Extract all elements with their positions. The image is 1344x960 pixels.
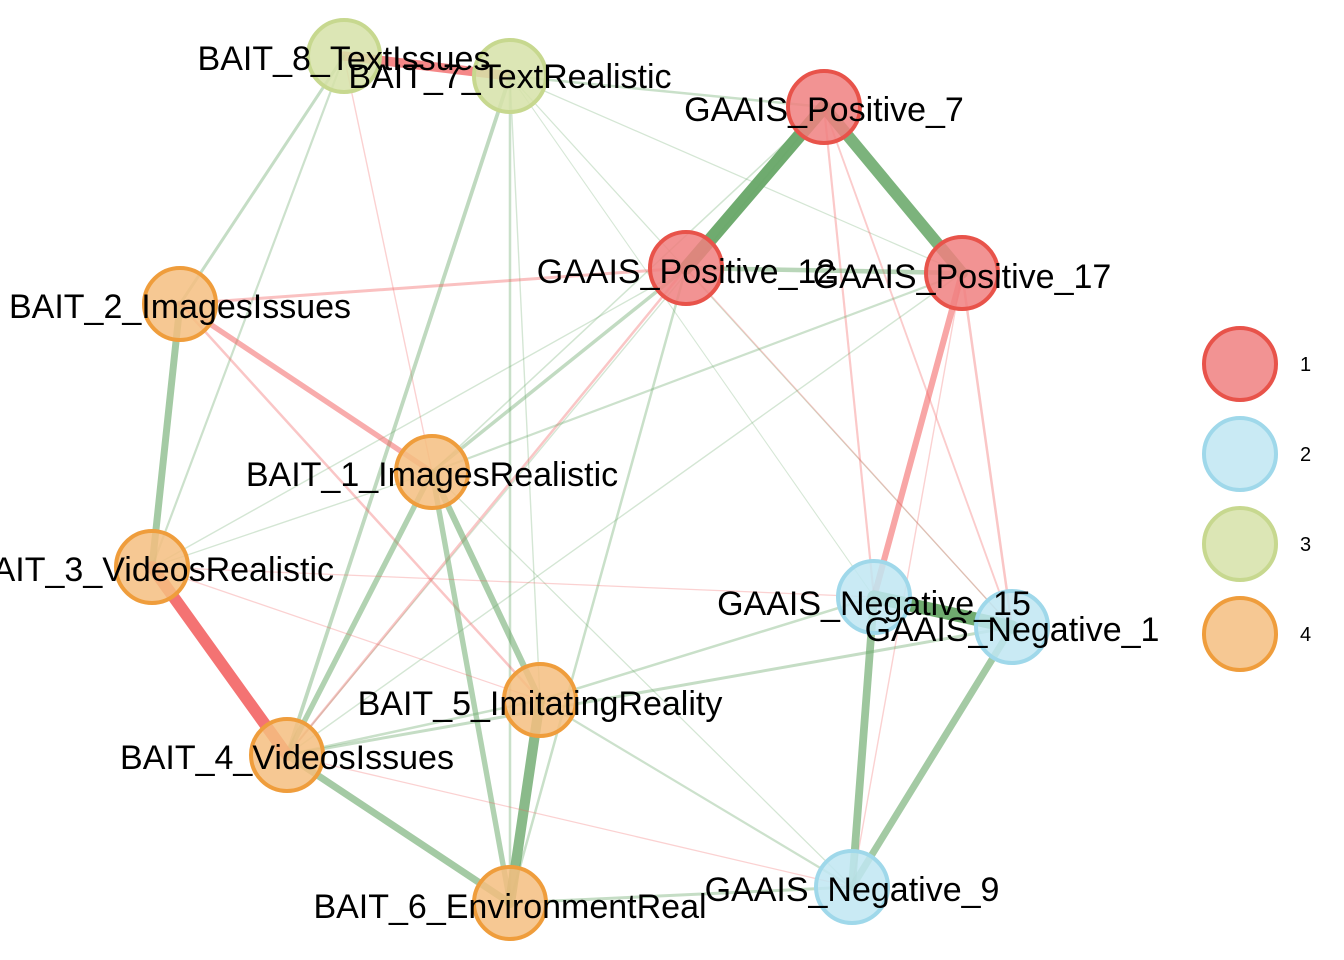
node-label-BAIT_3_VideosRealistic: BAIT_3_VideosRealistic	[0, 551, 334, 589]
edge-BAIT_4_VideosIssues-GAAIS_Negative_1	[285, 625, 1014, 757]
node-GAAIS_Negative_1	[974, 589, 1050, 665]
edge-BAIT_7_TextRealistic-GAAIS_Positive_17	[509, 75, 963, 274]
node-GAAIS_Positive_12	[648, 230, 724, 306]
edge-BAIT_1_ImagesRealistic-BAIT_5_ImitatingReality	[428, 468, 544, 704]
edge-BAIT_6_EnvironmentReal-GAAIS_Negative_9	[508, 885, 854, 905]
edge-BAIT_2_ImagesIssues-BAIT_3_VideosRealistic	[148, 300, 184, 571]
edge-BAIT_7_TextRealistic-GAAIS_Negative_15	[509, 75, 875, 598]
edge-BAIT_2_ImagesIssues-BAIT_5_ImitatingReality	[178, 302, 542, 702]
edge-BAIT_1_ImagesRealistic-GAAIS_Negative_9	[431, 471, 853, 888]
node-BAIT_6_EnvironmentReal	[472, 865, 548, 941]
edge-GAAIS_Positive_17-BAIT_4_VideosIssues	[286, 272, 963, 756]
node-BAIT_4_VideosIssues	[249, 717, 325, 793]
edge-BAIT_4_VideosIssues-GAAIS_Negative_9	[286, 754, 853, 888]
edge-BAIT_5_ImitatingReality-GAAIS_Negative_15	[538, 595, 876, 702]
node-label-BAIT_6_EnvironmentReal: BAIT_6_EnvironmentReal	[313, 888, 706, 926]
edge-GAAIS_Positive_17-GAAIS_Negative_1	[960, 271, 1014, 629]
node-GAAIS_Negative_15	[836, 559, 912, 635]
legend-swatch-2	[1202, 416, 1278, 492]
node-BAIT_2_ImagesIssues	[142, 266, 218, 342]
edge-BAIT_4_VideosIssues-BAIT_6_EnvironmentReal	[283, 751, 514, 907]
node-label-GAAIS_Negative_1: GAAIS_Negative_1	[865, 611, 1160, 649]
node-label-BAIT_7_TextRealistic: BAIT_7_TextRealistic	[348, 58, 671, 96]
edge-BAIT_2_ImagesIssues-BAIT_1_ImagesRealistic	[177, 301, 435, 475]
edge-BAIT_5_ImitatingReality-GAAIS_Negative_9	[538, 698, 854, 889]
nodes-layer	[114, 18, 1050, 941]
edge-BAIT_3_VideosRealistic-GAAIS_Negative_15	[151, 566, 875, 598]
legend-label-4: 4	[1300, 624, 1311, 646]
node-GAAIS_Negative_9	[814, 849, 890, 925]
edge-BAIT_8_TextIssues-BAIT_3_VideosRealistic	[150, 54, 346, 569]
edge-GAAIS_Positive_12-BAIT_1_ImagesRealistic	[430, 266, 688, 474]
edge-GAAIS_Positive_12-BAIT_3_VideosRealistic	[151, 267, 687, 568]
edge-GAAIS_Negative_1-GAAIS_Negative_9	[848, 623, 1016, 891]
node-GAAIS_Positive_7	[786, 69, 862, 145]
legend-swatch-1	[1202, 326, 1278, 402]
edge-BAIT_7_TextRealistic-BAIT_4_VideosIssues	[285, 74, 512, 757]
edge-BAIT_8_TextIssues-BAIT_1_ImagesRealistic	[343, 55, 433, 473]
edge-GAAIS_Positive_7-GAAIS_Negative_15	[822, 105, 876, 599]
node-BAIT_3_VideosRealistic	[114, 529, 190, 605]
edge-GAAIS_Positive_7-GAAIS_Negative_1	[823, 106, 1013, 628]
legend-label-1: 1	[1300, 354, 1311, 376]
edge-BAIT_8_TextIssues-BAIT_2_ImagesIssues	[178, 54, 346, 306]
edge-GAAIS_Positive_12-GAAIS_Negative_1	[685, 267, 1013, 628]
edge-BAIT_7_TextRealistic-BAIT_5_ImitatingReality	[509, 75, 541, 701]
edge-BAIT_7_TextRealistic-GAAIS_Negative_1	[509, 75, 1013, 628]
edge-GAAIS_Positive_12-BAIT_2_ImagesIssues	[178, 266, 688, 306]
node-BAIT_1_ImagesRealistic	[394, 434, 470, 510]
edge-BAIT_7_TextRealistic-GAAIS_Positive_7	[508, 74, 826, 109]
node-label-BAIT_1_ImagesRealistic: BAIT_1_ImagesRealistic	[246, 456, 618, 494]
legend-label-3: 3	[1300, 534, 1311, 556]
edge-GAAIS_Positive_17-BAIT_1_ImagesRealistic	[430, 271, 964, 474]
edge-GAAIS_Positive_17-GAAIS_Negative_15	[870, 269, 966, 601]
edge-BAIT_5_ImitatingReality-BAIT_4_VideosIssues	[285, 698, 542, 757]
legend-label-2: 2	[1300, 444, 1311, 466]
node-label-GAAIS_Positive_17: GAAIS_Positive_17	[813, 258, 1112, 296]
edge-GAAIS_Positive_7-BAIT_1_ImagesRealistic	[431, 106, 825, 473]
node-label-BAIT_2_ImagesIssues: BAIT_2_ImagesIssues	[9, 288, 351, 326]
edge-GAAIS_Positive_12-BAIT_6_EnvironmentReal	[508, 266, 688, 905]
edge-BAIT_3_VideosRealistic-BAIT_4_VideosIssues	[146, 561, 293, 761]
node-label-GAAIS_Positive_12: GAAIS_Positive_12	[537, 253, 836, 291]
node-BAIT_5_ImitatingReality	[502, 662, 578, 738]
edge-BAIT_1_ImagesRealistic-BAIT_3_VideosRealistic	[151, 471, 433, 568]
edge-GAAIS_Positive_12-GAAIS_Positive_17	[683, 265, 965, 276]
node-GAAIS_Positive_17	[924, 235, 1000, 311]
edge-GAAIS_Negative_15-GAAIS_Negative_9	[848, 593, 878, 891]
node-BAIT_7_TextRealistic	[472, 38, 548, 114]
node-BAIT_8_TextIssues	[306, 18, 382, 94]
edge-GAAIS_Positive_7-BAIT_4_VideosIssues	[286, 106, 825, 756]
edge-GAAIS_Positive_12-BAIT_4_VideosIssues	[285, 266, 688, 757]
node-label-GAAIS_Negative_15: GAAIS_Negative_15	[717, 585, 1031, 623]
edge-BAIT_1_ImagesRealistic-BAIT_4_VideosIssues	[284, 469, 435, 758]
legend-swatch-4	[1202, 596, 1278, 672]
node-label-BAIT_8_TextIssues: BAIT_8_TextIssues	[198, 40, 491, 78]
legend: 1 2 3 4	[1202, 326, 1311, 672]
edge-BAIT_3_VideosRealistic-BAIT_5_ImitatingReality	[151, 566, 541, 701]
edge-BAIT_1_ImagesRealistic-BAIT_6_EnvironmentReal	[429, 469, 513, 906]
legend-swatch-3	[1202, 506, 1278, 582]
node-label-GAAIS_Negative_9: GAAIS_Negative_9	[705, 871, 1000, 909]
node-label-BAIT_4_VideosIssues: BAIT_4_VideosIssues	[120, 739, 454, 777]
node-label-GAAIS_Positive_7: GAAIS_Positive_7	[684, 91, 964, 129]
node-label-BAIT_5_ImitatingReality: BAIT_5_ImitatingReality	[358, 685, 723, 723]
